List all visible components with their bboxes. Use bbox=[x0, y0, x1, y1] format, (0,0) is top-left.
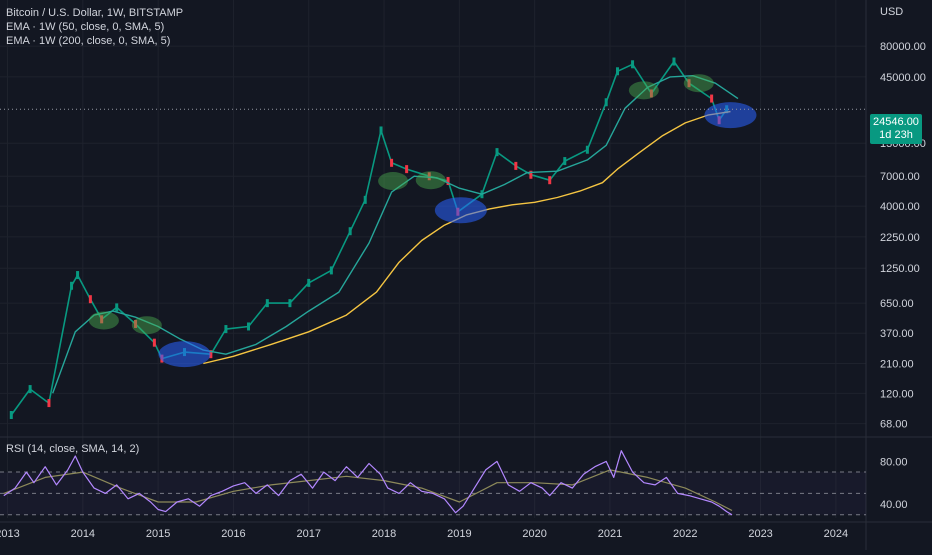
x-tick-label: 2022 bbox=[673, 528, 697, 540]
retest-ellipse bbox=[378, 172, 409, 191]
retest-ellipse bbox=[88, 311, 119, 330]
y-tick-label: 80000.00 bbox=[880, 41, 926, 53]
symbol-label[interactable]: Bitcoin / U.S. Dollar, 1W, BITSTAMP bbox=[6, 7, 184, 19]
price-candle bbox=[307, 278, 311, 287]
price-candle bbox=[209, 350, 213, 359]
x-tick-label: 2014 bbox=[71, 528, 95, 540]
x-tick-label: 2013 bbox=[0, 528, 20, 540]
price-candle bbox=[687, 79, 691, 88]
support-ellipse bbox=[158, 341, 211, 368]
price-candle bbox=[329, 266, 333, 275]
price-candle bbox=[247, 322, 251, 331]
x-tick-label: 2017 bbox=[297, 528, 321, 540]
x-tick-label: 2019 bbox=[447, 528, 471, 540]
price-candle bbox=[348, 227, 352, 236]
currency-label[interactable]: USD bbox=[880, 6, 904, 18]
y-tick-label: 2250.00 bbox=[880, 232, 920, 244]
price-candle bbox=[70, 281, 74, 290]
support-ellipse bbox=[704, 102, 757, 129]
y-tick-label: 210.00 bbox=[880, 358, 914, 370]
y-tick-label: 4000.00 bbox=[880, 201, 920, 213]
price-candle bbox=[585, 145, 589, 154]
bar-countdown: 1d 23h bbox=[879, 129, 913, 141]
price-candle bbox=[265, 299, 269, 308]
x-tick-label: 2021 bbox=[598, 528, 622, 540]
price-legend: Bitcoin / U.S. Dollar, 1W, BITSTAMP EMA … bbox=[6, 6, 183, 48]
y-tick-label: 45000.00 bbox=[880, 72, 926, 84]
price-candle bbox=[427, 172, 431, 181]
price-candle bbox=[152, 338, 156, 347]
price-candle bbox=[76, 271, 80, 280]
x-tick-label: 2023 bbox=[748, 528, 772, 540]
x-tick-label: 2020 bbox=[522, 528, 546, 540]
price-candle bbox=[615, 67, 619, 76]
retest-ellipse bbox=[131, 316, 162, 335]
rsi-tick-label: 40.00 bbox=[880, 499, 908, 511]
price-candle bbox=[710, 94, 714, 103]
price-candle bbox=[100, 315, 104, 324]
y-tick-label: 370.00 bbox=[880, 328, 914, 340]
price-series-line bbox=[10, 60, 728, 416]
y-tick-label: 7000.00 bbox=[880, 171, 920, 183]
x-tick-label: 2016 bbox=[221, 528, 245, 540]
last-price-badge[interactable]: 24546.00 1d 23h bbox=[870, 114, 922, 144]
rsi-legend: RSI (14, close, SMA, 14, 2) bbox=[6, 442, 139, 456]
y-tick-label: 1250.00 bbox=[880, 263, 920, 275]
price-candle bbox=[9, 410, 13, 419]
price-candle bbox=[134, 319, 138, 328]
support-ellipse bbox=[434, 197, 487, 224]
y-tick-label: 68.00 bbox=[880, 419, 908, 431]
price-candle bbox=[379, 126, 383, 135]
price-candle bbox=[405, 165, 409, 174]
y-tick-label: 650.00 bbox=[880, 298, 914, 310]
price-candle bbox=[548, 176, 552, 185]
price-candle bbox=[529, 170, 533, 179]
price-candle bbox=[649, 89, 653, 98]
price-candle bbox=[446, 177, 450, 186]
ema200-label[interactable]: EMA · 1W (200, close, 0, SMA, 5) bbox=[6, 35, 171, 47]
x-tick-label: 2015 bbox=[146, 528, 170, 540]
retest-ellipse bbox=[415, 171, 446, 190]
ema200-line bbox=[203, 110, 731, 365]
price-candle bbox=[495, 148, 499, 157]
price-candle bbox=[115, 303, 119, 312]
rsi-label[interactable]: RSI (14, close, SMA, 14, 2) bbox=[6, 443, 140, 455]
y-tick-label: 120.00 bbox=[880, 388, 914, 400]
x-tick-label: 2024 bbox=[824, 528, 848, 540]
price-candle bbox=[563, 157, 567, 166]
price-candle bbox=[288, 299, 292, 308]
price-candle bbox=[224, 325, 228, 334]
price-candle bbox=[514, 161, 518, 170]
ema50-label[interactable]: EMA · 1W (50, close, 0, SMA, 5) bbox=[6, 21, 165, 33]
price-candle bbox=[672, 57, 676, 66]
rsi-tick-label: 80.00 bbox=[880, 456, 908, 468]
x-tick-label: 2018 bbox=[372, 528, 396, 540]
price-candle bbox=[390, 158, 394, 167]
price-candle bbox=[47, 399, 51, 408]
last-price-value: 24546.00 bbox=[873, 116, 919, 128]
ema50-line bbox=[52, 74, 739, 394]
price-candle bbox=[604, 98, 608, 107]
retest-ellipse bbox=[628, 81, 659, 100]
price-candle bbox=[88, 295, 92, 304]
price-candle bbox=[631, 60, 635, 69]
price-candle bbox=[28, 385, 32, 394]
rsi-line bbox=[3, 450, 733, 516]
price-candle bbox=[363, 195, 367, 204]
retest-ellipse bbox=[683, 74, 714, 93]
